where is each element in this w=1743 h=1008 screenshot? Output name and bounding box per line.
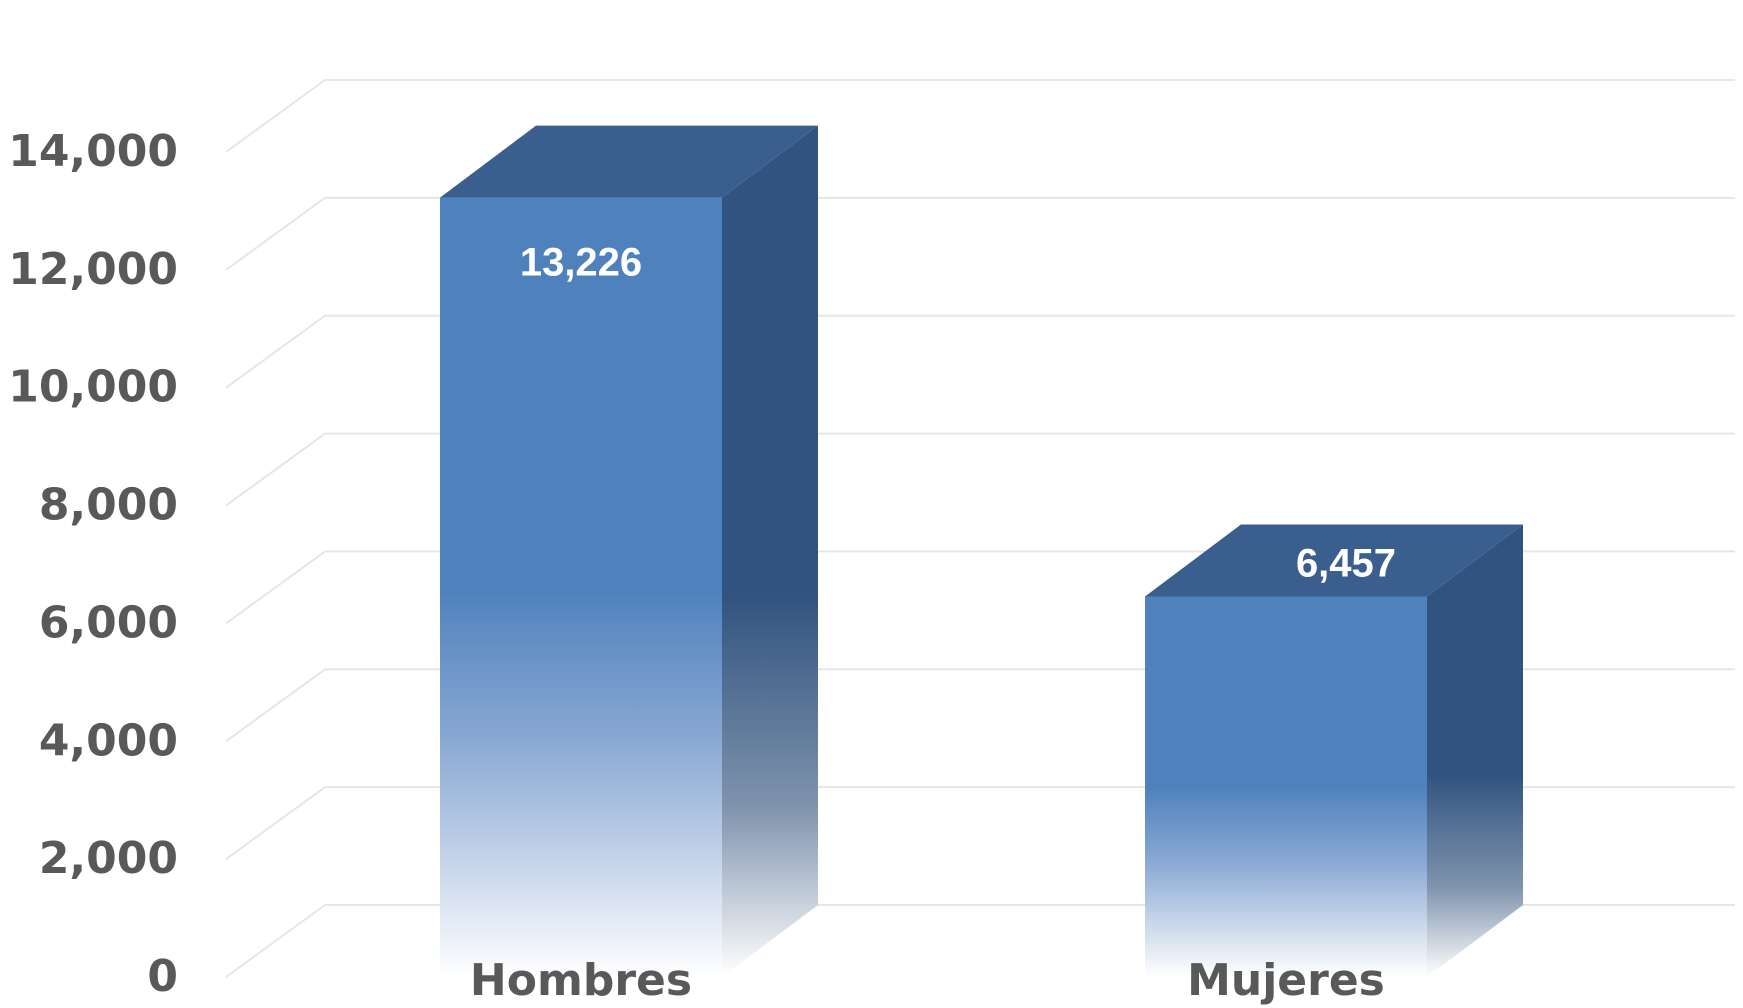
x-axis: Hombres Mujeres [470, 955, 1385, 1006]
y-tick-label: 4,000 [39, 715, 178, 766]
y-tick-label: 10,000 [8, 362, 178, 413]
y-tick-label: 8,000 [39, 480, 178, 531]
data-label: 13,226 [520, 241, 642, 285]
gridline-diagonal [225, 904, 326, 978]
y-tick-label: 14,000 [8, 126, 178, 177]
bar-mujeres: 6,457 [1145, 524, 1523, 977]
bar-side [722, 125, 818, 977]
y-axis: 0 2,000 4,000 6,000 8,000 10,000 12,000 14,000 [8, 126, 178, 1002]
data-label: 6,457 [1296, 541, 1396, 585]
gridline-diagonal [225, 550, 326, 625]
gridline-diagonal [225, 668, 326, 743]
y-tick-label: 2,000 [39, 833, 178, 884]
x-tick-label: Mujeres [1187, 955, 1385, 1006]
gridline-diagonal [225, 432, 326, 507]
bar-hombres: 13,226 [440, 125, 818, 977]
gridline-diagonal [225, 786, 326, 860]
gridline-diagonal [225, 197, 326, 271]
bar-top [440, 125, 818, 198]
bars: 13,226 6,457 [440, 125, 1523, 977]
x-tick-label: Hombres [470, 955, 692, 1006]
y-tick-label: 0 [147, 951, 178, 1002]
bar-top [1145, 524, 1523, 597]
gridline-diagonal [225, 79, 326, 153]
gridline-diagonal [225, 314, 326, 389]
bar-side [1427, 524, 1523, 977]
y-tick-label: 6,000 [39, 597, 178, 648]
y-tick-label: 12,000 [8, 244, 178, 295]
bar-front [440, 197, 722, 977]
bar-front [1145, 596, 1427, 977]
